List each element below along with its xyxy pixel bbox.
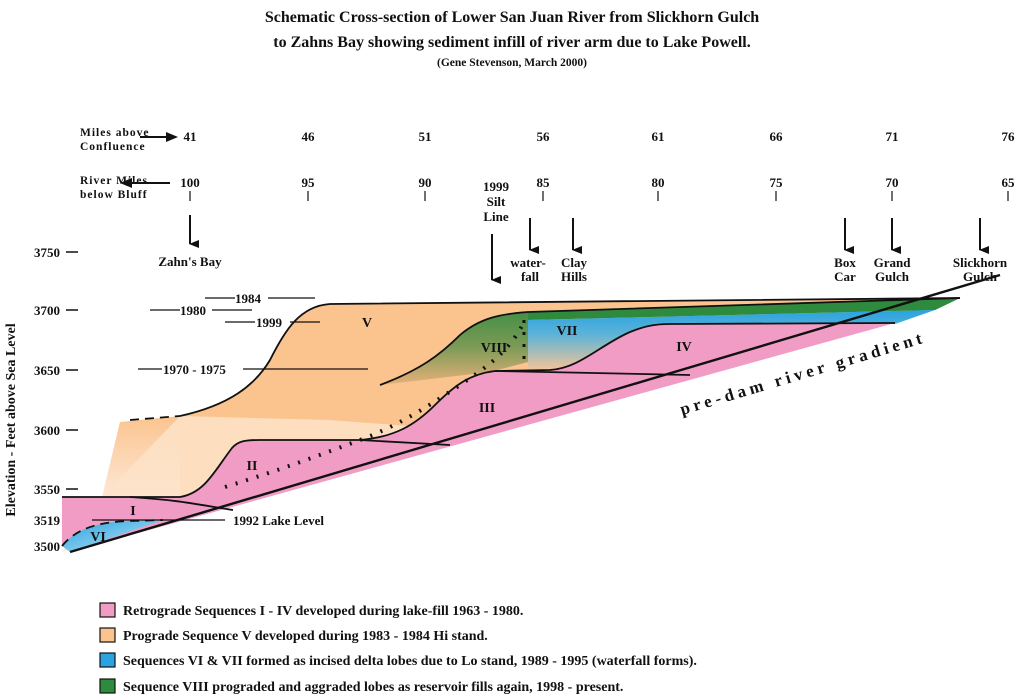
mile-66: 66 [770,129,784,144]
label-clay-1: Clay [561,255,588,270]
label-boxcar-2: Car [834,269,856,284]
arrow-right-head-icon [166,132,178,142]
river-mile-70: 70 [886,175,899,190]
sequence-label-v: V [362,316,372,331]
boundary-lines [61,297,961,547]
label-slick-2: Gulch [963,269,998,284]
level-1999: 1999 [256,315,283,330]
sequence-label-vii: VII [556,324,577,339]
level-1984: 1984 [235,291,262,306]
level-1970-1975: 1970 - 1975 [163,362,226,377]
sequences-i-iv-region [62,323,895,552]
legend-item: Retrograde Sequences I - IV developed du… [99,602,523,619]
river-mile-80: 80 [652,175,665,190]
label-boxcar-1: Box [834,255,856,270]
miles-above-label-2: Confluence [80,141,146,153]
river-mile-100: 100 [180,175,200,190]
sequence-label-iii: III [479,401,495,416]
title-line-2: to Zahns Bay showing sediment infill of … [273,34,751,51]
river-mile-65: 65 [1002,175,1016,190]
pre-dam-gradient-line [69,273,1001,554]
legend-swatch-pink [99,602,116,618]
sequence-label-viii: VIII [481,341,507,356]
legend-swatch-orange [99,627,116,643]
legend-swatch-green [99,678,116,694]
label-silt-3: Line [483,209,509,224]
legend-item: Sequences VI & VII formed as incised del… [99,652,697,669]
label-silt-2: Silt [487,194,506,209]
river-mile-95: 95 [302,175,316,190]
river-miles-label-2: below Bluff [80,189,148,201]
label-grand-1: Grand [874,255,912,270]
sequence-vi-overlay [62,520,163,552]
location-arrows [189,215,989,284]
y-tick-3500: 3500 [34,539,60,554]
y-tick-3519: 3519 [34,513,61,528]
mile-76: 76 [1002,129,1016,144]
level-1980: 1980 [180,303,206,318]
mile-71: 71 [886,129,899,144]
label-silt-1: 1999 [483,179,510,194]
y-tick-3700: 3700 [34,303,60,318]
y-tick-3650: 3650 [34,363,60,378]
legend-text: Sequence VIII prograded and aggraded lob… [123,680,623,695]
mile-56: 56 [537,129,551,144]
label-slick-1: Slickhorn [953,255,1008,270]
sequence-label-iv: IV [676,340,692,355]
label-waterfall-1: water- [510,255,546,270]
y-tick-3550: 3550 [34,482,60,497]
sequence-vii-region [528,310,935,370]
mile-41: 41 [184,129,197,144]
legend: Retrograde Sequences I - IV developed du… [99,602,697,695]
river-miles-label-1: River Miles [80,175,148,187]
sequence-label-ii: II [247,459,258,474]
sequence-viii-green-top [528,298,960,320]
arrow-left-head-icon [120,178,132,188]
legend-item: Sequence VIII prograded and aggraded lob… [99,678,623,695]
label-grand-2: Gulch [875,269,910,284]
mile-51: 51 [419,129,432,144]
sequence-viii-region [380,298,960,385]
river-mile-75: 75 [770,175,784,190]
y-tick-marks [66,251,78,521]
legend-text: Sequences VI & VII formed as incised del… [123,654,697,669]
legend-text: Prograde Sequence V developed during 198… [123,629,488,644]
level-1992-lake: 1992 Lake Level [233,513,324,528]
sequence-label-i: I [130,504,135,519]
legend-item: Prograde Sequence V developed during 198… [99,627,488,644]
river-mile-ticks [189,191,1009,201]
title-line-1: Schematic Cross-section of Lower San Jua… [265,9,759,26]
miles-above-confluence-axis: Miles above Confluence 41 46 51 56 61 66… [80,127,1015,153]
river-miles-below-bluff-axis: River Miles below Bluff 100 95 90 85 80 … [80,175,1015,201]
title-credit: (Gene Stevenson, March 2000) [437,57,587,69]
mile-61: 61 [652,129,665,144]
sequence-label-vi: VI [90,530,106,545]
y-tick-3750: 3750 [34,245,60,260]
label-zahns-bay: Zahn's Bay [158,254,222,269]
y-axis-title: Elevation - Feet above Sea Level [4,323,19,516]
river-mile-90: 90 [419,175,432,190]
legend-swatch-blue [99,652,116,668]
level-lines [92,297,368,521]
legend-text: Retrograde Sequences I - IV developed du… [123,604,523,619]
mile-46: 46 [302,129,316,144]
y-tick-3600: 3600 [34,423,60,438]
label-clay-2: Hills [561,269,587,284]
label-waterfall-2: fall [521,269,539,284]
river-mile-85: 85 [537,175,551,190]
miles-above-label-1: Miles above [80,127,149,139]
